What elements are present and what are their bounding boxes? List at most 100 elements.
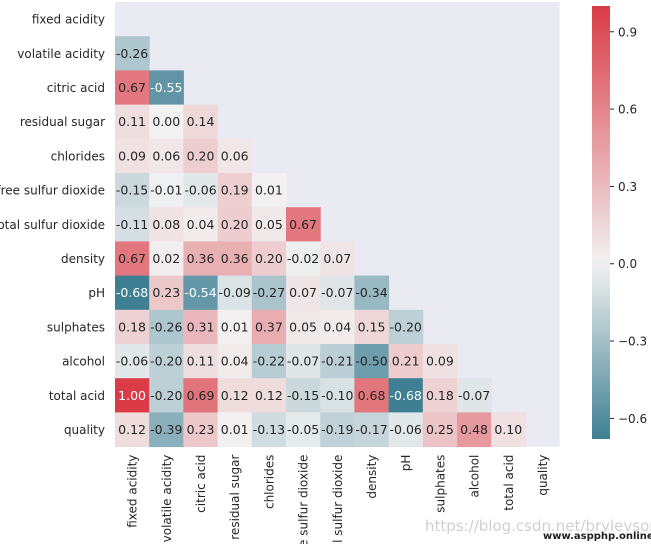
heatmap-cell-label: 0.08: [152, 217, 180, 232]
heatmap-cell-label: 0.12: [221, 388, 249, 403]
heatmap-cell: [251, 412, 287, 448]
heatmap-cell-label: 0.21: [392, 354, 420, 369]
heatmap-cell-label: -0.09: [219, 285, 251, 300]
heatmap-cell: [115, 241, 150, 277]
heatmap-cell-label: -0.07: [458, 388, 490, 403]
heatmap-cell-label: 0.69: [187, 388, 215, 403]
y-tick-label: volatile acidity: [17, 47, 105, 61]
heatmap-cell: [149, 138, 184, 174]
heatmap-cell: [422, 412, 458, 448]
heatmap-cell: [217, 138, 253, 174]
heatmap-cell-label: -0.22: [253, 354, 285, 369]
colorbar-tick-label: 0.6: [618, 103, 637, 117]
colorbar-tick-label: 0.3: [618, 180, 637, 194]
heatmap-cell-label: 0.20: [221, 217, 249, 232]
heatmap-cell-label: 0.01: [221, 422, 249, 437]
heatmap-cell-label: -0.17: [355, 422, 387, 437]
heatmap-cell: [457, 378, 492, 413]
colorbar-tick-label: 0.9: [618, 25, 637, 39]
heatmap-cell-label: 0.67: [289, 217, 317, 232]
heatmap-cell-label: -0.26: [150, 319, 182, 334]
heatmap-cell: [251, 344, 287, 379]
heatmap-cell: [183, 309, 219, 345]
heatmap-cell: [251, 378, 287, 413]
heatmap-cell-label: 0.19: [221, 183, 249, 198]
heatmap-cell-label: -0.13: [253, 422, 285, 437]
heatmap-cell-label: 0.23: [152, 285, 180, 300]
heatmap-cell-label: -0.02: [287, 251, 319, 266]
heatmap-cell: [354, 275, 390, 311]
heatmap-cell: [251, 173, 287, 208]
heatmap-cell: [422, 344, 458, 379]
heatmap-cell: [115, 207, 150, 242]
heatmap-cell: [286, 241, 321, 277]
y-tick-label: quality: [64, 423, 105, 437]
heatmap-cell-label: -0.15: [287, 388, 319, 403]
heatmap-cell-label: 0.15: [358, 319, 386, 334]
heatmap-cell-label: -0.34: [355, 285, 387, 300]
heatmap-cell-label: -0.07: [287, 354, 319, 369]
heatmap-cell: [388, 378, 424, 413]
heatmap-cell: [115, 138, 150, 174]
y-tick-label: chlorides: [51, 149, 105, 163]
x-tick-label: density: [365, 455, 379, 499]
heatmap-cell: [115, 412, 150, 448]
heatmap-cell: [320, 344, 355, 379]
heatmap-cell-label: -0.19: [321, 422, 353, 437]
heatmap-cell-label: 0.01: [221, 319, 249, 334]
heatmap-cell: [286, 207, 321, 242]
colorbar-tick-label: −0.6: [618, 412, 647, 426]
heatmap-cell-label: 0.12: [255, 388, 283, 403]
heatmap-cell: [251, 309, 287, 345]
y-tick-label: citric acid: [47, 81, 105, 95]
heatmap-cell-label: 0.14: [187, 114, 215, 129]
heatmap-cell: [251, 275, 287, 311]
heatmap-cell-label: 0.23: [187, 422, 215, 437]
heatmap-cell: [183, 173, 219, 208]
heatmap-cell-label: 0.67: [118, 80, 146, 95]
heatmap-cell: [183, 138, 219, 174]
heatmap-cell-label: -0.50: [355, 354, 387, 369]
x-tick-label: free sulfur dioxide: [297, 455, 311, 544]
heatmap-cell: [217, 275, 253, 311]
heatmap-cell-label: -0.27: [253, 285, 285, 300]
heatmap-cell: [149, 104, 184, 140]
heatmap-cell-label: 0.06: [221, 148, 249, 163]
heatmap-cell-label: 0.18: [426, 388, 454, 403]
heatmap-cell: [320, 241, 355, 277]
heatmap-cell: [149, 173, 184, 208]
heatmap-cell: [388, 344, 424, 379]
y-tick-label: alcohol: [62, 355, 105, 369]
heatmap-cell: [183, 275, 219, 311]
x-tick-label: volatile acidity: [160, 455, 174, 543]
heatmap-cell: [217, 207, 253, 242]
y-tick-label: total acid: [49, 389, 105, 403]
heatmap-cell: [217, 344, 253, 379]
x-tick-label: pH: [399, 455, 413, 472]
y-tick-label: sulphates: [47, 320, 105, 334]
heatmap-cell: [183, 378, 219, 413]
heatmap-cell-label: 0.12: [118, 422, 146, 437]
heatmap-cell: [286, 309, 321, 345]
heatmap-cell: [183, 207, 219, 242]
heatmap-cell: [115, 70, 150, 106]
heatmap-cell-label: -0.06: [390, 422, 422, 437]
heatmap-cell: [217, 309, 253, 345]
heatmap-cell: [115, 36, 150, 71]
heatmap-cell-label: 0.11: [187, 354, 215, 369]
heatmap-cell-label: -0.54: [184, 285, 216, 300]
heatmap-cell-label: -0.55: [150, 80, 182, 95]
x-tick-label: quality: [536, 455, 550, 496]
heatmap-cell-label: 0.25: [426, 422, 454, 437]
heatmap-cell: [320, 412, 355, 448]
heatmap-cell-label: 0.20: [255, 251, 283, 266]
heatmap-cell-label: -0.07: [321, 285, 353, 300]
heatmap-cell: [286, 412, 321, 448]
heatmap-cell: [388, 309, 424, 345]
heatmap-cell-label: -0.01: [150, 183, 182, 198]
y-tick-label: residual sugar: [20, 115, 105, 129]
heatmap-cell: [149, 378, 184, 413]
x-tick-label: total sulfur dioxide: [331, 455, 345, 544]
y-tick-label: density: [61, 252, 105, 266]
